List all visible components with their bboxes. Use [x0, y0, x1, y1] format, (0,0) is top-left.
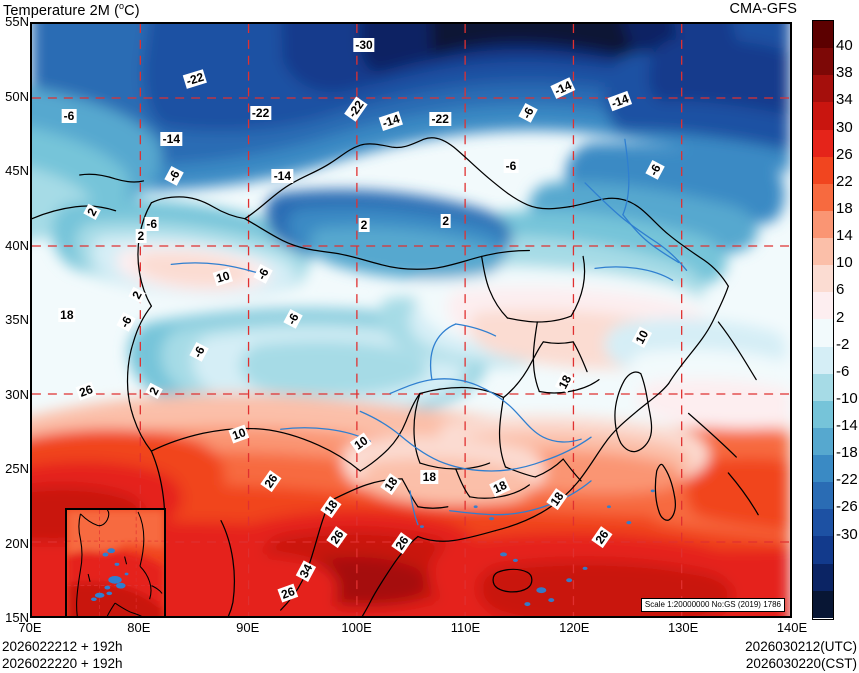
colorbar-tick-label: -6 [836, 362, 850, 380]
lat-tick-label: 35N [5, 312, 29, 327]
colorbar-band [813, 102, 833, 130]
page-title-unit: C) [124, 2, 140, 19]
contour-label: -6 [503, 158, 519, 173]
colorbar-tick-label: 40 [836, 37, 853, 55]
colorbar-tick-label: 18 [836, 199, 853, 217]
lon-tick-label: 120E [559, 620, 590, 635]
lat-tick-label: 15N [5, 610, 29, 625]
colorbar-tick-label: 14 [836, 227, 853, 245]
colorbar-band [813, 183, 833, 211]
degree-symbol: o [119, 1, 125, 11]
map-scale-label: Scale 1:20000000 No:GS (2019) 1786 [640, 598, 785, 612]
lon-tick-label: 130E [667, 620, 699, 635]
graticule [32, 24, 790, 616]
colorbar-band [813, 509, 833, 537]
colorbar-band [813, 373, 833, 401]
colorbar-band [813, 455, 833, 483]
lon-tick-label: 100E [341, 620, 372, 635]
valid-time-utc: 2026030212(UTC) [745, 639, 857, 654]
colorbar-band [813, 563, 833, 591]
map-canvas[interactable]: -30 -22 -22 -22 -22 -14 -14 -14 -14 -14 -6 -6 -6 -6 -6… [30, 22, 792, 618]
colorbar-band [813, 482, 833, 510]
footer-valid-times: 2026030212(UTC) 2026030220(CST) [745, 638, 857, 672]
colorbar-band [813, 210, 833, 238]
colorbar-tick-label: 26 [836, 145, 853, 163]
lon-tick-label: 110E [450, 620, 481, 635]
colorbar-tick-label: 38 [836, 64, 853, 82]
contour-label: -6 [144, 216, 160, 231]
lat-tick-label: 20N [5, 535, 29, 551]
contour-label: -30 [353, 37, 375, 52]
page-title-text: Temperature 2M ( [3, 2, 120, 19]
colorbar-tick-label: -14 [836, 417, 858, 435]
contour-label: -14 [271, 168, 294, 183]
lat-tick-label: 55N [5, 14, 29, 29]
temperature-field [32, 24, 790, 616]
colorbar-tick-label: 22 [836, 172, 853, 190]
colorbar-tick-label: -10 [836, 389, 858, 407]
contour-label: 2 [358, 218, 370, 233]
contour-label: 18 [420, 469, 439, 484]
colorbar-band [813, 590, 833, 618]
colorbar-band [813, 292, 833, 320]
colorbar-band [813, 427, 833, 455]
colorbar-band [813, 536, 833, 564]
colorbar-tick-label: 2 [836, 308, 845, 326]
contour-label: 2 [440, 213, 451, 228]
page-title: Temperature 2M (oC) [3, 1, 140, 19]
model-label: CMA-GFS [729, 1, 797, 17]
lon-tick-label: 90E [236, 620, 260, 635]
inset-map-south-china-sea[interactable]: Scale 1:40000000 [65, 508, 166, 616]
colorbar-tick-label: 34 [836, 91, 853, 109]
lon-tick-label: 70E [18, 620, 42, 635]
colorbar-band [813, 21, 833, 49]
valid-time-cst: 2026030220(CST) [745, 656, 857, 671]
contour-label: -6 [61, 109, 77, 124]
init-time-utc: 2026022212 + 192h [2, 639, 123, 654]
colorbar-band [813, 265, 833, 293]
colorbar[interactable] [812, 20, 834, 620]
contour-label: 18 [58, 307, 76, 322]
colorbar-band [813, 48, 833, 76]
colorbar-tick-label: -18 [836, 444, 858, 462]
lat-tick-label: 40N [5, 237, 29, 253]
colorbar-ticks: 40 38 34 30 26 22 18 14 10 6 2 -2 -6 -10 -14 -18 -22 -26 -… [834, 20, 859, 620]
colorbar-tick-label: -26 [836, 498, 858, 516]
colorbar-tick-label: -2 [836, 335, 850, 353]
colorbar-band [813, 75, 833, 103]
lat-tick-label: 30N [5, 386, 29, 402]
inset-temperature-field [67, 510, 164, 616]
contour-label: -22 [429, 112, 451, 127]
colorbar-tick-label: -22 [836, 471, 858, 489]
colorbar-band [813, 319, 833, 347]
colorbar-band [813, 400, 833, 428]
lat-tick-label: 45N [5, 163, 29, 178]
footer-init-times: 2026022212 + 192h 2026022220 + 192h [2, 638, 123, 672]
lat-tick-label: 25N [5, 461, 29, 476]
lon-tick-label: 140E [776, 620, 808, 635]
colorbar-tick-label: 30 [836, 118, 853, 136]
contour-label: -22 [249, 106, 272, 121]
colorbar-band [813, 129, 833, 157]
longitude-axis: 70E 80E 90E 100E 110E 120E 130E 140E [18, 620, 807, 638]
colorbar-tick-label: -30 [836, 525, 858, 543]
colorbar-band [813, 156, 833, 184]
contour-label: -14 [160, 131, 182, 146]
lakes [419, 489, 655, 607]
rivers [170, 138, 688, 526]
contour-label: 2 [135, 228, 147, 243]
init-time-cst: 2026022220 + 192h [2, 656, 123, 671]
lon-tick-label: 80E [127, 620, 151, 635]
lat-tick-label: 50N [5, 88, 29, 104]
map-inner: -30 -22 -22 -22 -22 -14 -14 -14 -14 -14 -6 -6 -6 -6 -6… [32, 24, 790, 616]
colorbar-band [813, 238, 833, 266]
colorbar-tick-label: 10 [836, 254, 853, 272]
colorbar-band [813, 346, 833, 374]
colorbar-tick-label: 6 [836, 281, 845, 299]
latitude-axis: 55N 50N 45N 40N 35N 30N 25N 20N 15N [0, 14, 29, 625]
